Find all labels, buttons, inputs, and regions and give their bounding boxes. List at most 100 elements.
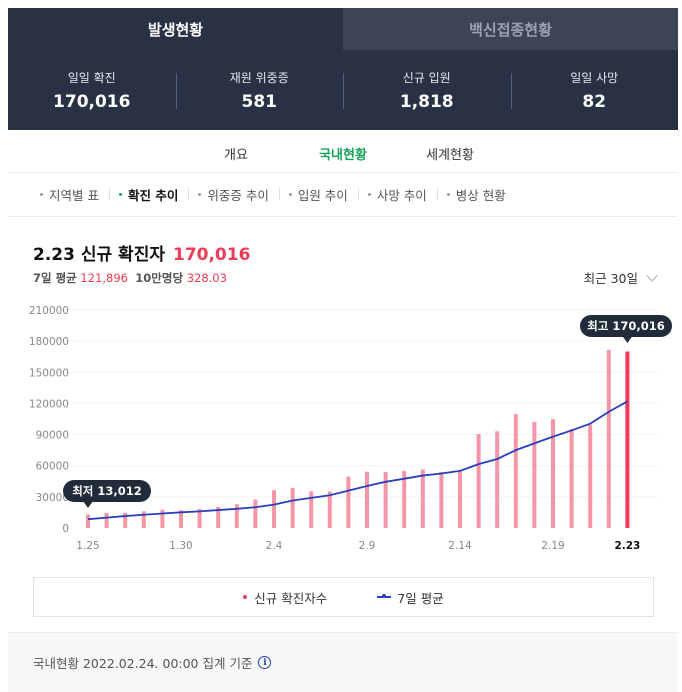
- bar: [346, 476, 351, 528]
- bullet-icon: [40, 193, 43, 196]
- subtab-label: 위중증 추이: [207, 188, 269, 203]
- y-tick-label: 150000: [29, 367, 69, 379]
- stat-value: 82: [582, 91, 607, 112]
- bar: [625, 351, 630, 528]
- stat-label: 재원 위중증: [229, 70, 289, 85]
- chevron-down-icon: [646, 269, 658, 282]
- summary-stats: 일일 확진 170,016 재원 위중증 581 신규 입원 1,818 일일 …: [8, 50, 678, 130]
- bar: [532, 421, 537, 528]
- stat-label: 일일 확진: [67, 70, 116, 85]
- bar: [402, 470, 407, 528]
- bar: [290, 487, 295, 528]
- bar: [160, 509, 165, 528]
- subtab-beds[interactable]: 병상 현황: [436, 185, 516, 204]
- period-dropdown[interactable]: 최근 30일: [583, 268, 658, 287]
- bar: [309, 491, 314, 528]
- bar: [458, 471, 462, 528]
- bullet-icon: [288, 193, 292, 196]
- annotation-bubble: 최고 170,016: [580, 315, 672, 343]
- subtab-label: 지역별 표: [49, 188, 99, 203]
- subtab-death-trend[interactable]: 사망 추이: [357, 185, 437, 204]
- chart-legend: 신규 확진자수 7일 평균: [33, 577, 654, 617]
- tab-vaccination-status[interactable]: 백신접종현황: [343, 8, 678, 50]
- bar: [513, 413, 518, 528]
- stat-label: 신규 입원: [402, 70, 451, 85]
- subtab-critical-trend[interactable]: 위중증 추이: [188, 185, 278, 204]
- stat-value: 581: [241, 91, 278, 112]
- bar: [197, 508, 202, 528]
- bar: [86, 514, 90, 528]
- top-tabs: 발생현황 백신접종현황: [8, 8, 678, 50]
- x-tick-label: 2.19: [541, 540, 564, 552]
- tab-world[interactable]: 세계현황: [426, 148, 474, 163]
- bar: [123, 512, 128, 528]
- bar: [551, 419, 555, 528]
- info-icon[interactable]: i: [258, 656, 272, 669]
- annotation-label: 최고 170,016: [587, 319, 665, 333]
- y-tick-label: 60000: [36, 461, 69, 473]
- bullet-icon: [118, 193, 122, 196]
- annotation-label: 최저 13,012: [72, 484, 142, 498]
- avg-value: 121,896: [80, 271, 128, 285]
- legend-label: 7일 평균: [397, 590, 444, 606]
- dot-icon: [243, 595, 248, 599]
- bar: [234, 504, 239, 528]
- bar: [141, 511, 146, 528]
- bar: [569, 429, 574, 528]
- legend-label: 신규 확진자수: [254, 590, 328, 606]
- bar: [420, 469, 425, 528]
- subtab-confirmed-trend[interactable]: 확진 추이: [108, 185, 188, 204]
- tab-domestic[interactable]: 국내현황: [319, 148, 367, 163]
- y-tick-label: 30000: [36, 492, 69, 504]
- subtab-label: 사망 추이: [376, 188, 427, 203]
- x-tick-label: 2.14: [448, 540, 472, 552]
- bar: [179, 510, 183, 528]
- stat-daily-deaths: 일일 사망 82: [510, 69, 679, 112]
- line-icon: [377, 594, 392, 598]
- section-nav: 개요 국내현황 세계현황: [8, 131, 678, 173]
- per-value: 328.03: [186, 271, 227, 285]
- bar: [383, 472, 388, 528]
- x-tick-label: 1.30: [169, 540, 192, 552]
- bar: [606, 350, 611, 528]
- legend-item-bars[interactable]: 신규 확진자수: [243, 588, 327, 607]
- stat-daily-confirmed: 일일 확진 170,016: [8, 69, 176, 112]
- subtab-label: 입원 추이: [297, 188, 348, 203]
- stat-new-admissions: 신규 입원 1,818: [343, 69, 511, 112]
- bullet-icon: [367, 193, 371, 196]
- chart-heading-value: 170,016: [172, 245, 251, 265]
- y-tick-label: 210000: [29, 305, 69, 317]
- subtab-admission-trend[interactable]: 입원 추이: [278, 185, 358, 204]
- x-tick-label: 2.9: [359, 540, 376, 552]
- stat-critical: 재원 위중증 581: [175, 69, 344, 112]
- x-tick-label: 1.25: [76, 540, 99, 552]
- bar: [588, 424, 593, 528]
- subtab-label: 병상 현황: [455, 188, 506, 203]
- per-label: 10만명당: [135, 271, 184, 285]
- bar: [495, 431, 500, 528]
- tab-outbreak-status[interactable]: 발생현황: [8, 8, 343, 50]
- tab-overview[interactable]: 개요: [224, 148, 248, 163]
- bar: [216, 506, 221, 528]
- y-tick-label: 0: [62, 523, 69, 535]
- confirmed-trend-chart: 0 30000 60000 90000 120000 150000 180000 210000…: [29, 305, 672, 552]
- subtab-label: 확진 추이: [127, 188, 179, 203]
- y-tick-label: 90000: [36, 430, 69, 442]
- stat-value: 170,016: [53, 91, 131, 112]
- subtab-regional-table[interactable]: 지역별 표: [30, 185, 109, 204]
- stat-value: 1,818: [399, 91, 454, 112]
- bar: [272, 490, 276, 528]
- bar: [439, 472, 444, 528]
- sub-nav: 지역별 표 확진 추이 위중증 추이 입원 추이 사망 추이 병상 현황: [8, 173, 678, 217]
- footer-text: 국내현황 2022.02.24. 00:00 집계 기준: [33, 656, 253, 671]
- bar: [104, 512, 109, 528]
- chart-subinfo: 7일 평균 121,896 10만명당 328.03: [33, 270, 227, 286]
- annotation-bubble: 최저 13,012: [63, 480, 151, 508]
- chart-heading: 2.23 신규 확진자 170,016: [33, 240, 250, 265]
- x-tick-label: 2.4: [266, 540, 283, 552]
- y-tick-label: 120000: [29, 398, 69, 410]
- bar: [253, 499, 258, 528]
- period-label: 최근 30일: [583, 271, 638, 286]
- legend-item-line[interactable]: 7일 평균: [377, 588, 444, 607]
- bar: [476, 434, 481, 528]
